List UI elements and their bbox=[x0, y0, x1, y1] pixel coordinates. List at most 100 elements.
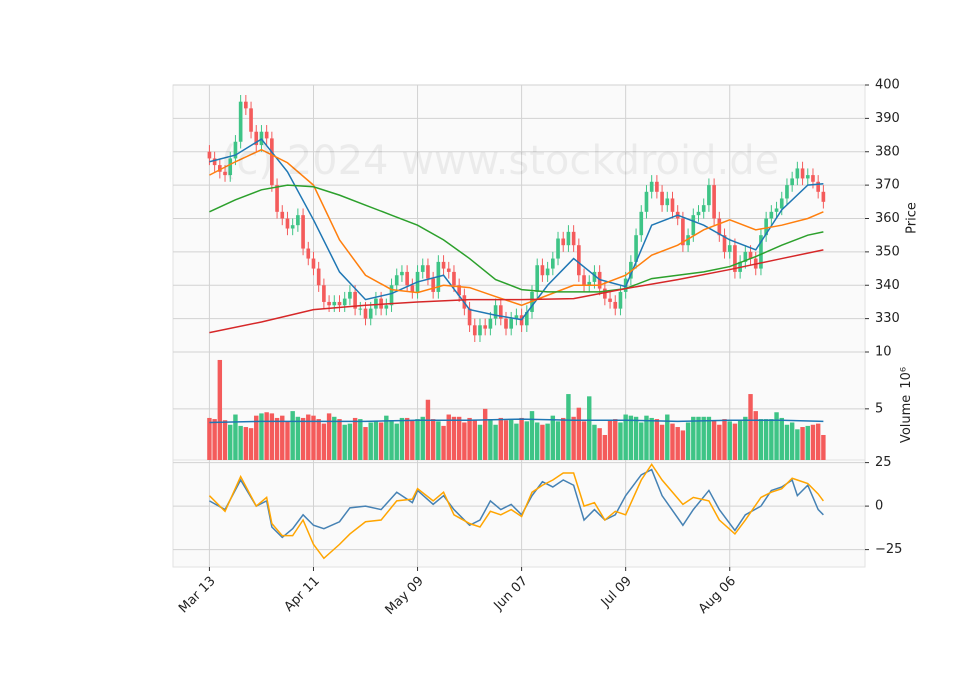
candle-body bbox=[722, 235, 727, 252]
line-series bbox=[209, 249, 824, 334]
candle-body bbox=[322, 285, 326, 302]
candle-body bbox=[223, 171, 227, 176]
candle-body bbox=[550, 258, 555, 269]
candle-body bbox=[764, 218, 768, 236]
candle-body bbox=[353, 291, 357, 309]
volume-bar bbox=[295, 416, 301, 460]
candle-body bbox=[275, 185, 279, 212]
candle-body bbox=[717, 218, 722, 236]
volume-bar bbox=[467, 417, 472, 460]
volume-bar bbox=[795, 429, 800, 460]
candle-body bbox=[420, 265, 425, 272]
volume-bar bbox=[519, 417, 524, 460]
volume-bar bbox=[779, 417, 784, 460]
candle-body bbox=[410, 285, 415, 292]
volume-label-text: Volume bbox=[899, 395, 914, 443]
volume-bar bbox=[571, 416, 576, 460]
volume-bar bbox=[623, 414, 628, 460]
volume-bar bbox=[373, 421, 379, 460]
candle-body bbox=[743, 251, 748, 262]
volume-bar bbox=[430, 419, 436, 460]
volume-bar bbox=[649, 417, 654, 460]
volume-bar bbox=[524, 421, 530, 460]
line-series bbox=[208, 462, 824, 560]
y-tick-label: 400 bbox=[875, 78, 900, 93]
volume-bar bbox=[389, 420, 394, 460]
volume-bar bbox=[576, 407, 582, 460]
volume-bar bbox=[498, 417, 504, 460]
candle-body bbox=[582, 275, 586, 286]
candle-body bbox=[504, 318, 508, 329]
candle-body bbox=[727, 245, 732, 252]
volume-bar bbox=[508, 419, 514, 460]
y-tick-label: 370 bbox=[875, 178, 900, 193]
volume-bar bbox=[274, 417, 280, 460]
candle-body bbox=[311, 258, 316, 269]
candle-body bbox=[655, 181, 659, 192]
candle-body bbox=[441, 261, 446, 269]
volume-bar bbox=[264, 412, 269, 460]
volume-bar bbox=[462, 422, 467, 460]
volume-bar bbox=[675, 427, 680, 460]
volume-bar bbox=[207, 417, 212, 460]
candle-body bbox=[446, 268, 451, 272]
x-tick-label: Jul 09 bbox=[598, 574, 635, 611]
candle-body bbox=[452, 271, 456, 286]
volume-bar bbox=[378, 422, 384, 460]
volume-bar bbox=[472, 420, 477, 460]
candle-body bbox=[306, 248, 311, 259]
y-tick-label: −25 bbox=[875, 542, 902, 557]
volume-bar bbox=[233, 414, 238, 460]
volume-bar bbox=[222, 420, 228, 460]
price-axis-label: Price bbox=[905, 202, 920, 234]
volume-bar bbox=[613, 419, 618, 460]
volume-bar bbox=[680, 430, 686, 460]
volume-bar bbox=[451, 416, 457, 460]
volume-bar bbox=[352, 417, 358, 460]
candle-body bbox=[296, 215, 300, 226]
candle-body bbox=[488, 318, 493, 329]
watermark: (c) 2024 www.stockdroid.de bbox=[221, 138, 779, 184]
volume-bar bbox=[300, 417, 306, 460]
volume-bar bbox=[711, 420, 717, 460]
panel-background bbox=[172, 459, 866, 568]
candle-body bbox=[374, 298, 378, 309]
candle-body bbox=[218, 165, 222, 172]
candle-body bbox=[535, 265, 540, 292]
candle-body bbox=[540, 265, 545, 276]
volume-bar bbox=[654, 419, 660, 460]
candle-body bbox=[571, 231, 576, 246]
volume-bar bbox=[420, 416, 425, 460]
candle-body bbox=[249, 108, 253, 132]
x-tick-label: Apr 11 bbox=[282, 574, 323, 615]
candle-body bbox=[811, 175, 815, 182]
candle-body bbox=[660, 191, 664, 206]
candle-body bbox=[358, 308, 363, 310]
volume-bar bbox=[425, 399, 431, 460]
x-tick-label: Mar 13 bbox=[176, 574, 219, 617]
y-tick-label: 0 bbox=[875, 499, 883, 514]
candle-body bbox=[613, 301, 618, 309]
candle-body bbox=[467, 308, 472, 326]
candle-body bbox=[342, 298, 347, 306]
volume-bar bbox=[644, 415, 649, 460]
candle-body bbox=[301, 215, 305, 249]
candle-body bbox=[233, 141, 238, 159]
volume-bar bbox=[821, 434, 826, 460]
volume-bar bbox=[727, 421, 732, 460]
volume-bar bbox=[290, 411, 295, 460]
volume-bar bbox=[441, 425, 446, 460]
volume-bar bbox=[358, 419, 363, 460]
candle-body bbox=[800, 168, 805, 179]
volume-bar bbox=[628, 415, 634, 460]
volume-bar bbox=[342, 424, 347, 460]
volume-bar bbox=[493, 424, 498, 460]
candle-body bbox=[264, 131, 269, 139]
candle-body bbox=[587, 281, 592, 286]
line-series bbox=[209, 138, 824, 321]
volume-bar bbox=[545, 423, 550, 460]
candle-body bbox=[483, 325, 488, 329]
y-tick-label: 360 bbox=[875, 211, 900, 226]
y-tick-label: 350 bbox=[875, 244, 900, 259]
